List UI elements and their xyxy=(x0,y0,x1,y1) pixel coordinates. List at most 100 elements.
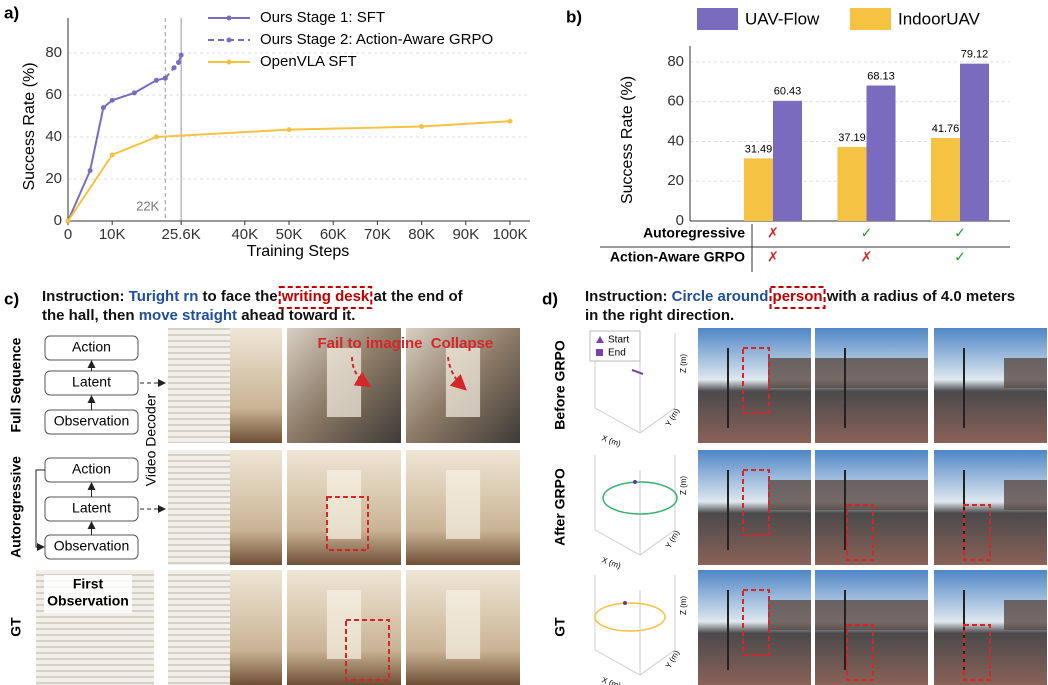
bar-value-label: 37.19 xyxy=(838,132,866,144)
row-label: GT xyxy=(8,617,24,637)
axis-label: X (m) xyxy=(601,555,623,570)
data-point xyxy=(132,90,137,95)
table-cell: ✗ xyxy=(767,249,779,265)
y-tick-label: 40 xyxy=(45,128,62,145)
y-tick-label: 0 xyxy=(54,212,62,229)
bar-value-label: 79.12 xyxy=(961,49,989,61)
x-tick-label: 60K xyxy=(320,226,347,243)
decoder-label: Video Decoder xyxy=(143,393,159,486)
data-point xyxy=(172,65,177,70)
y-tick-label: 20 xyxy=(45,170,62,187)
table-row-label: Action-Aware GRPO xyxy=(610,249,745,265)
bar xyxy=(960,64,989,221)
row-label: After GRPO xyxy=(552,468,568,546)
y-tick-label: 60 xyxy=(45,86,62,103)
row-label: Before GRPO xyxy=(552,340,568,430)
x-tick-label: 50K xyxy=(276,226,303,243)
block-label: Observation xyxy=(54,413,129,429)
bar xyxy=(838,147,867,221)
y-tick-label: 40 xyxy=(667,132,684,149)
annotation: Fail to imagine xyxy=(317,335,422,352)
legend-label: Start xyxy=(608,335,629,346)
block-label: Action xyxy=(72,339,111,355)
y-axis-label: Success Rate (%) xyxy=(21,62,38,190)
data-point xyxy=(101,105,106,110)
bar-value-label: 68.13 xyxy=(867,70,895,82)
bar-value-label: 41.76 xyxy=(932,123,960,135)
instruction-text: person xyxy=(773,288,823,305)
instruction-text: at the end of xyxy=(369,288,463,305)
first-observation-label: First xyxy=(73,576,104,592)
bar xyxy=(867,86,896,221)
legend-swatch xyxy=(850,8,891,30)
x-tick-label: 70K xyxy=(364,226,391,243)
bar xyxy=(931,138,960,221)
door xyxy=(168,450,230,565)
block-label: Observation xyxy=(54,538,129,554)
trajectory xyxy=(595,603,665,631)
x-tick-label: 0 xyxy=(64,226,72,243)
block-label: Action xyxy=(72,461,111,477)
axis-label: X (m) xyxy=(601,675,623,685)
axis-label: Z (m) xyxy=(679,354,688,373)
legend-marker xyxy=(227,60,232,65)
block-label: Latent xyxy=(72,500,111,516)
panel-label: b) xyxy=(566,7,582,26)
doorway xyxy=(327,470,361,539)
bar-value-label: 31.49 xyxy=(745,143,773,155)
instruction-text: with a radius of 4.0 meters xyxy=(823,288,1016,305)
end-marker xyxy=(633,480,637,484)
legend-marker xyxy=(227,16,232,21)
data-point xyxy=(508,119,513,124)
data-point xyxy=(154,135,159,140)
trajectory xyxy=(632,370,643,374)
first-observation-label: Observation xyxy=(47,593,129,609)
building xyxy=(815,358,928,388)
building xyxy=(768,600,811,630)
data-point xyxy=(154,78,159,83)
bar xyxy=(773,101,802,221)
table-row-label: Autoregressive xyxy=(643,225,745,241)
row-label: Full Sequence xyxy=(8,337,24,432)
table-cell: ✓ xyxy=(954,249,966,265)
instruction-text: Circle around xyxy=(672,288,769,305)
legend-label: Ours Stage 1: SFT xyxy=(260,9,385,26)
axis-label: Y (m) xyxy=(664,406,682,428)
row-label: GT xyxy=(552,617,568,637)
x-tick-label: 80K xyxy=(408,226,435,243)
y-axis-label: Success Rate (%) xyxy=(619,76,636,204)
y-tick-label: 80 xyxy=(667,53,684,70)
building xyxy=(1004,600,1047,630)
end-marker xyxy=(623,601,627,605)
plot-box xyxy=(595,575,675,675)
table-cell: ✓ xyxy=(954,225,966,241)
data-point xyxy=(287,127,292,132)
panel-label: c) xyxy=(4,289,19,308)
bar-value-label: 60.43 xyxy=(774,86,802,98)
instruction-text: writing desk xyxy=(281,288,370,305)
axis-label: X (m) xyxy=(601,433,623,448)
building xyxy=(1004,358,1047,388)
data-point xyxy=(110,98,115,103)
legend-label: UAV-Flow xyxy=(745,9,820,28)
legend-label: Ours Stage 2: Action-Aware GRPO xyxy=(260,31,493,48)
door xyxy=(168,328,230,443)
building xyxy=(768,480,811,510)
row-label: Autoregressive xyxy=(8,456,24,558)
instruction-text: Instruction: xyxy=(585,288,672,305)
y-tick-label: 20 xyxy=(667,172,684,189)
doorway xyxy=(327,348,361,417)
reference-label: 22K xyxy=(136,198,159,213)
data-point xyxy=(163,76,168,81)
x-axis-label: Training Steps xyxy=(247,243,350,260)
doorway xyxy=(327,590,361,659)
doorway xyxy=(446,590,480,659)
panel-label: a) xyxy=(4,3,19,22)
feedback-arrow xyxy=(36,470,45,547)
instruction-text: the hall, then xyxy=(42,307,139,324)
y-tick-label: 60 xyxy=(667,93,684,110)
legend-label: IndoorUAV xyxy=(898,9,981,28)
axis-label: Y (m) xyxy=(664,528,682,550)
x-tick-label: 40K xyxy=(231,226,258,243)
legend-label: OpenVLA SFT xyxy=(260,53,357,70)
